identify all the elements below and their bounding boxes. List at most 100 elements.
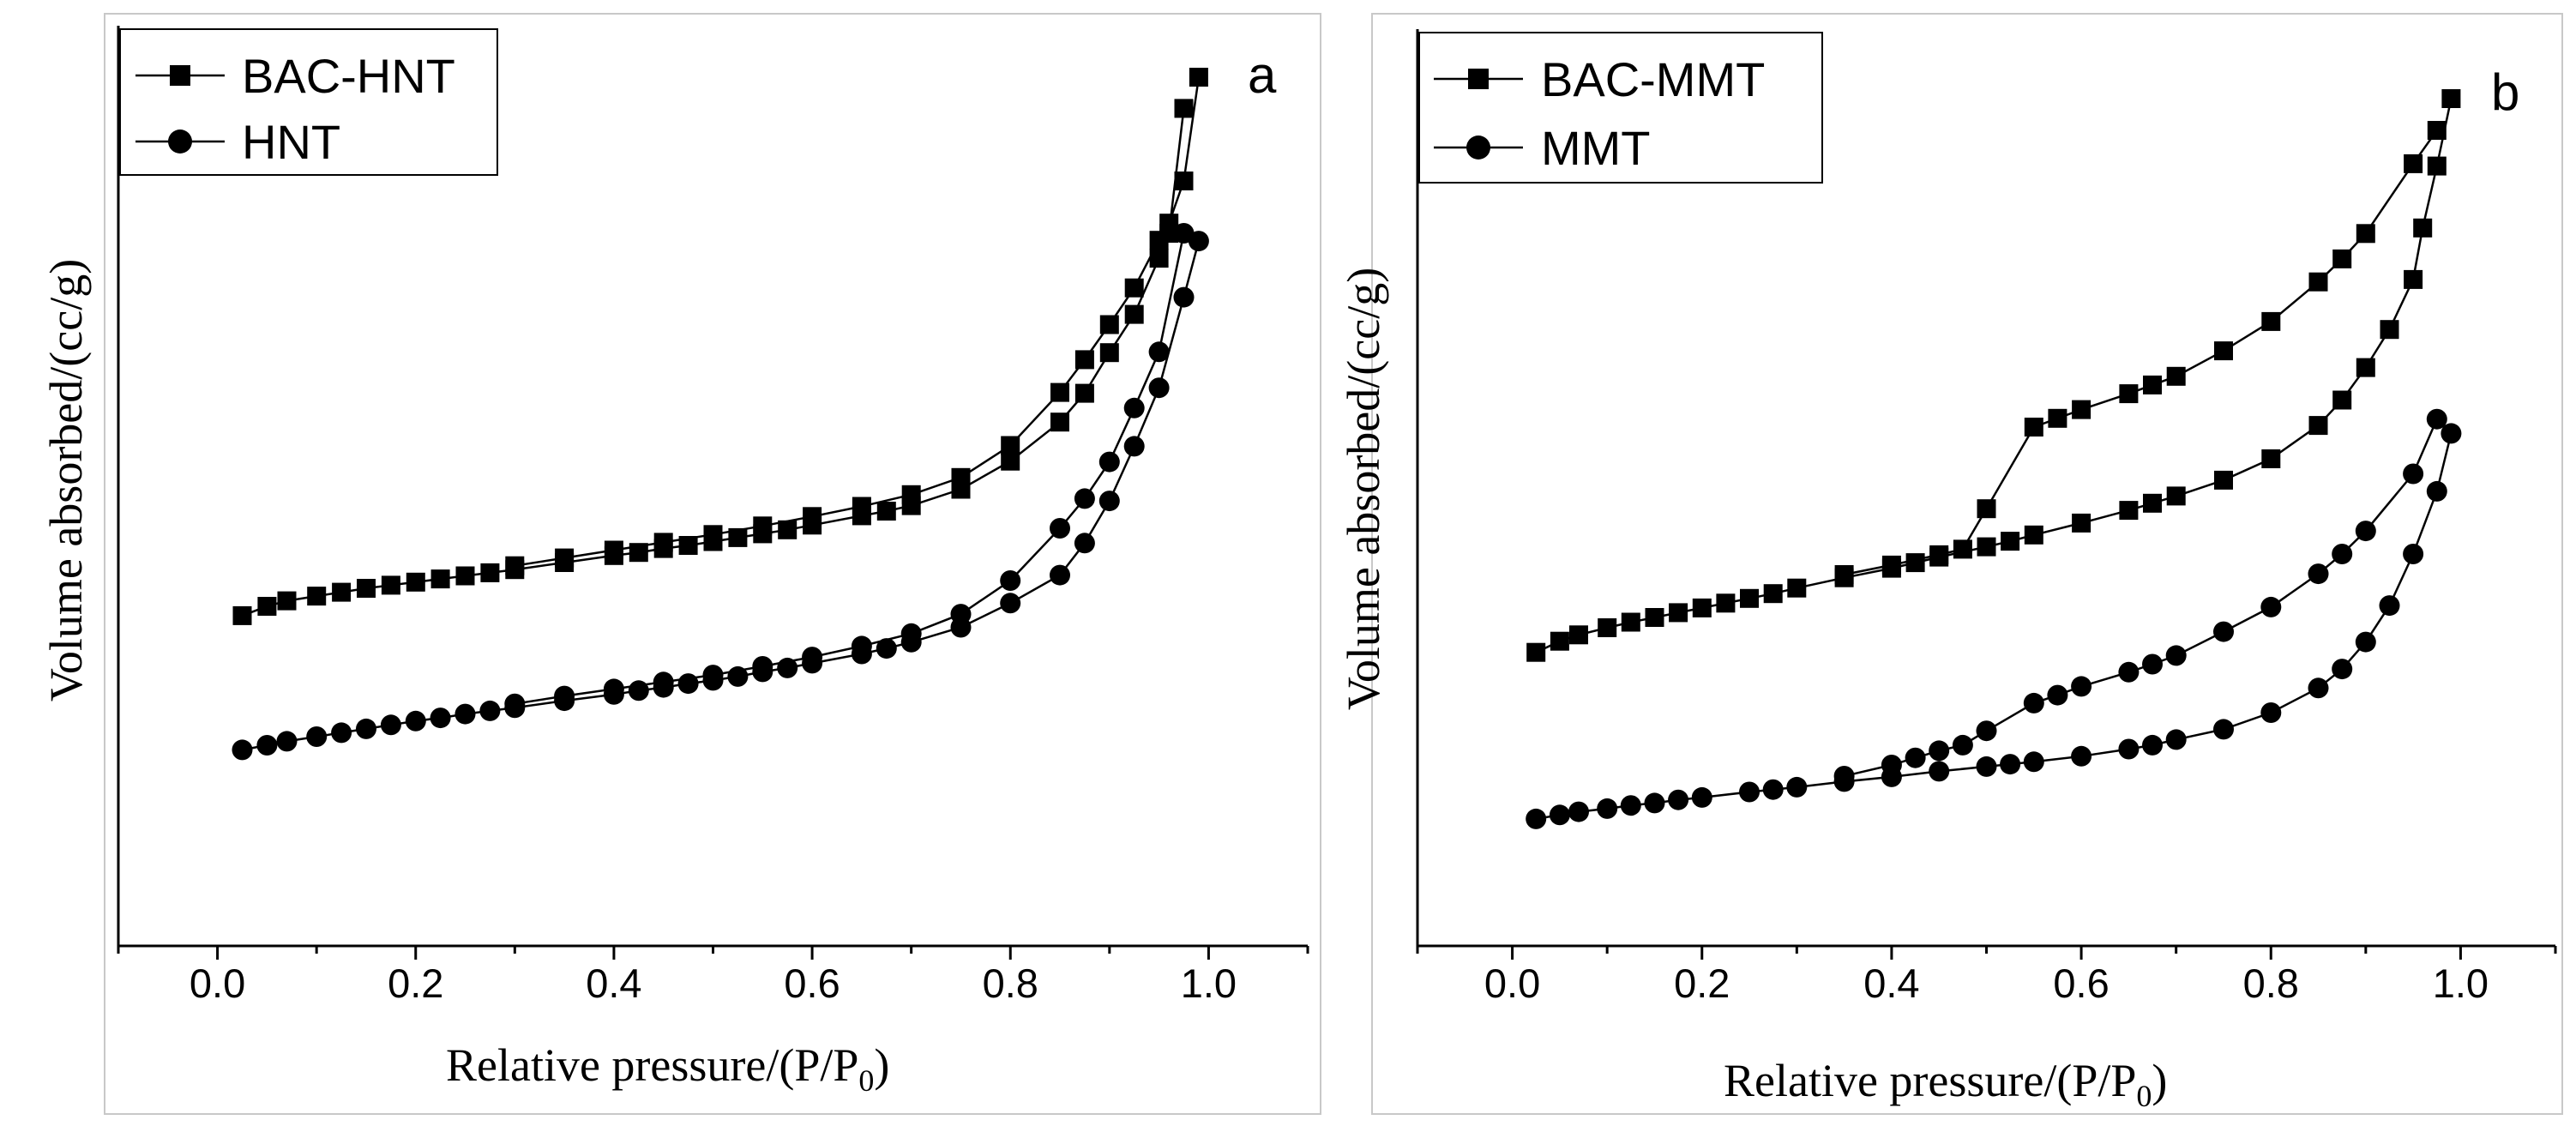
bac-mmt-desorption-point <box>2332 249 2352 268</box>
mmt-adsorption-point <box>2332 659 2353 680</box>
bac-mmt-adsorption-point <box>2261 449 2281 468</box>
panel-b-legend-marker-2 <box>1466 135 1490 160</box>
mmt-adsorption-point <box>2213 719 2234 740</box>
bac-mmt-adsorption-point <box>1692 598 1712 617</box>
bac-hnt-adsorption-point <box>332 582 352 602</box>
hnt-desorption-point <box>653 671 674 693</box>
bac-mmt-desorption-point <box>2308 272 2328 292</box>
bac-mmt-adsorption-point <box>2308 416 2328 436</box>
hnt-adsorption-point <box>356 718 376 739</box>
bac-hnt-desorption-point <box>1099 315 1119 334</box>
panel-a-legend-marker-1 <box>170 65 190 86</box>
hnt-desorption-point <box>950 604 972 625</box>
bac-mmt-adsorption-point <box>1787 578 1807 598</box>
mmt-adsorption-point <box>1668 789 1689 810</box>
bac-mmt-adsorption-point <box>2072 513 2091 533</box>
x-tick-label: 0.2 <box>388 960 443 1006</box>
hnt-desorption-point <box>1173 223 1195 244</box>
bac-hnt-adsorption-point <box>455 566 475 586</box>
panel-a-legend-label-1: BAC-HNT <box>242 49 455 103</box>
bac-hnt-adsorption-point <box>357 579 376 598</box>
bac-hnt-adsorption-point <box>381 575 400 595</box>
hnt-desorption-point <box>603 678 624 700</box>
bac-hnt-desorption-point <box>653 533 673 552</box>
bac-hnt-adsorption-point <box>778 520 797 539</box>
bac-mmt-desorption-point <box>1953 539 1972 559</box>
bac-hnt-desorption-point <box>803 507 822 527</box>
x-tick-label: 0.0 <box>1484 960 1540 1006</box>
bac-mmt-desorption-point <box>1881 555 1901 575</box>
bac-mmt-adsorption-point <box>1550 631 1569 651</box>
bac-hnt-desorption-point <box>1001 436 1020 455</box>
bac-hnt-adsorption-point <box>307 587 327 606</box>
bac-hnt-desorption-point <box>1124 278 1144 298</box>
hnt-desorption-point <box>1148 341 1170 363</box>
mmt-adsorption-point <box>1644 792 1665 814</box>
bac-hnt-adsorption-point <box>1149 249 1169 268</box>
bac-mmt-desorption-point <box>2024 418 2043 437</box>
bac-mmt-adsorption-point <box>2413 218 2433 238</box>
mmt-adsorption-point <box>2000 754 2021 775</box>
hnt-desorption-point <box>504 693 526 714</box>
mmt-desorption-point <box>2165 645 2187 666</box>
bac-mmt-adsorption-point <box>2380 320 2399 340</box>
hnt-adsorption-point <box>380 714 401 736</box>
mmt-desorption-point <box>2308 563 2329 585</box>
mmt-adsorption-point <box>2403 544 2424 564</box>
bac-hnt-adsorption-point <box>257 597 277 616</box>
bac-mmt-desorption-point <box>2261 311 2281 331</box>
bac-mmt-adsorption-point <box>2404 269 2423 289</box>
bac-hnt-desorption-point <box>1074 350 1094 370</box>
bac-hnt-desorption-point <box>1050 382 1069 402</box>
bac-hnt-adsorption-point <box>277 591 297 611</box>
mmt-adsorption-point <box>1620 795 1641 816</box>
mmt-adsorption-point <box>2165 729 2187 750</box>
bac-hnt-adsorption-point <box>1189 68 1208 87</box>
mmt-adsorption-point <box>1929 761 1950 782</box>
bac-hnt-adsorption-point <box>1124 304 1144 324</box>
panel-a-x-axis-title: Relative pressure/(P/P0) <box>446 1039 889 1098</box>
x-tick-label: 0.4 <box>1863 960 1919 1006</box>
mmt-desorption-point <box>2426 408 2447 430</box>
panel-a: 0.0 0.2 0.4 0.6 0.8 1.0 Volume absorbed/(cc/g… <box>40 13 1321 1115</box>
hnt-adsorption-point <box>1148 377 1170 399</box>
mmt-desorption-point <box>2332 544 2353 564</box>
mmt-adsorption-point <box>2308 677 2329 699</box>
bac-hnt-adsorption-point <box>1174 172 1194 190</box>
bac-mmt-desorption-point <box>2427 121 2447 140</box>
hnt-adsorption-point <box>306 726 328 747</box>
hnt-desorption-point <box>1123 397 1145 418</box>
hnt-adsorption-point <box>405 710 426 732</box>
x-tick-label: 0.4 <box>586 960 641 1006</box>
bac-mmt-adsorption-point <box>2143 493 2162 513</box>
bac-mmt-adsorption-point <box>1905 553 1925 573</box>
panel-a-x-axis-title-sub: 0 <box>858 1063 874 1098</box>
hnt-adsorption-point <box>276 731 298 752</box>
mmt-adsorption-point <box>2142 734 2163 756</box>
hnt-adsorption-point <box>1123 436 1145 457</box>
bac-hnt-desorption-point <box>753 516 773 536</box>
mmt-adsorption-point <box>2118 738 2140 760</box>
panel-b-legend-marker-1 <box>1468 69 1489 89</box>
panel-b-x-ticks: 0.0 0.2 0.4 0.6 0.8 1.0 <box>1416 946 2557 1006</box>
panel-a-y-axis-title: Volume absorbed/(cc/g) <box>40 259 92 701</box>
bac-mmt-adsorption-point <box>1669 603 1688 623</box>
panel-b-x-axis-title-sub: 0 <box>2136 1079 2152 1113</box>
panel-b-plot-area <box>1526 89 2462 829</box>
bac-mmt-adsorption-point <box>1763 584 1783 604</box>
hnt-adsorption-point <box>677 673 699 695</box>
bac-hnt-desorption-point <box>1159 224 1179 243</box>
hnt-adsorption-point <box>430 708 451 729</box>
hnt-desorption-point <box>1098 451 1120 473</box>
bac-mmt-desorption-point <box>2072 400 2091 419</box>
bac-mmt-adsorption-point <box>2024 525 2043 545</box>
hnt-adsorption-point <box>876 638 897 659</box>
mmt-desorption-point <box>1881 755 1902 775</box>
mmt-adsorption-point <box>2260 702 2282 723</box>
hnt-desorption-point <box>900 623 922 644</box>
panel-b-legend-label-1: BAC-MMT <box>1541 52 1765 106</box>
hnt-adsorption-line <box>242 240 1201 751</box>
hnt-adsorption-point <box>1074 533 1095 554</box>
bac-hnt-desorption-point <box>852 497 871 516</box>
bac-hnt-adsorption-point <box>728 527 748 547</box>
